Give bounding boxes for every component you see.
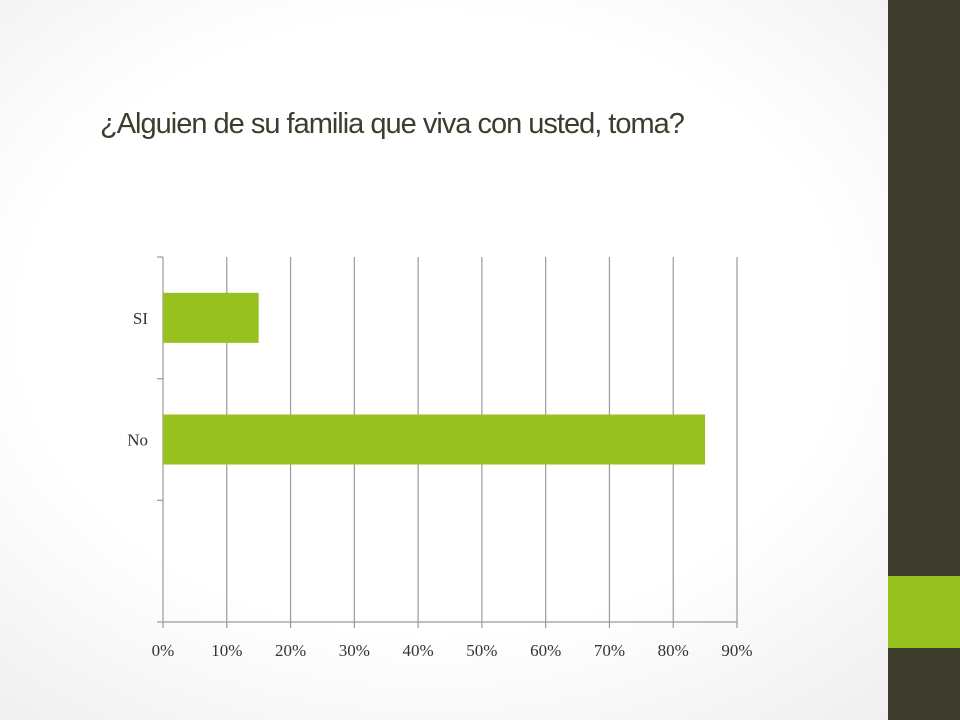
category-label: No: [127, 431, 148, 450]
bar-si: [163, 292, 259, 343]
sidebar-accent-block: [888, 576, 960, 648]
bar-no: [163, 414, 706, 465]
x-tick-label: 50%: [466, 641, 497, 660]
x-tick-label: 10%: [211, 641, 242, 660]
slide-title: ¿Alguien de su familia que viva con uste…: [100, 108, 685, 140]
x-tick-label: 70%: [594, 641, 625, 660]
x-tick-label: 40%: [403, 641, 434, 660]
x-tick-label: 0%: [152, 641, 175, 660]
x-tick-label: 60%: [530, 641, 561, 660]
category-label: SI: [133, 309, 148, 328]
x-tick-label: 20%: [275, 641, 306, 660]
x-tick-label: 80%: [658, 641, 689, 660]
x-tick-label: 30%: [339, 641, 370, 660]
x-tick-label: 90%: [721, 641, 752, 660]
